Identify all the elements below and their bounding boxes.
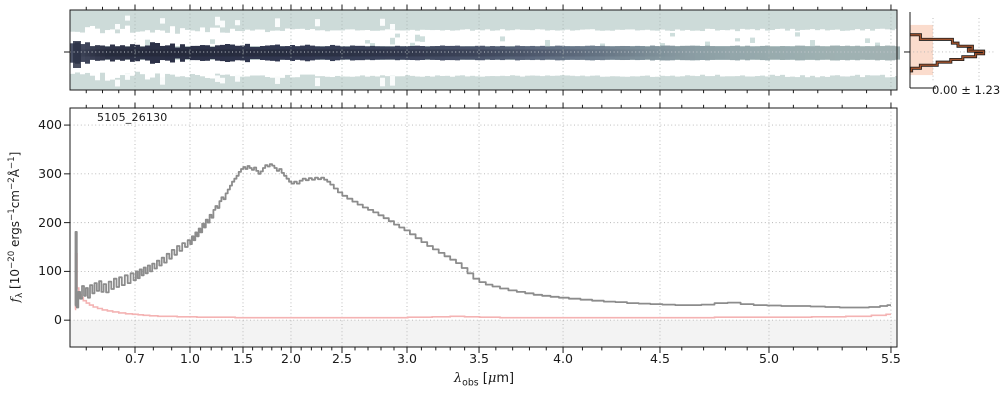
sigma-band — [910, 24, 933, 76]
uncertainty-line — [74, 253, 891, 319]
axis-label-part: λ — [15, 292, 26, 298]
flux-line — [74, 163, 891, 309]
axis-label-part: cm — [7, 190, 22, 209]
y-tick-label: 300 — [38, 165, 62, 181]
histogram-step-line — [910, 34, 985, 72]
axis-label-part: λ — [453, 371, 463, 386]
spec1d-panel — [64, 102, 898, 353]
x-axis-label: λobs [μm] — [454, 371, 514, 389]
axis-label-part: −20 — [6, 250, 17, 270]
spec2d-edge-blob — [73, 41, 81, 68]
histogram-spines — [904, 12, 936, 89]
x-tick-label: 0.7 — [125, 351, 145, 366]
axis-label-part: μ — [487, 371, 497, 386]
x-tick-label: 1.0 — [180, 351, 200, 366]
axis-label-part: −1 — [6, 208, 17, 222]
x-tick-label: 2.5 — [332, 351, 352, 366]
x-tick-label: 3.0 — [397, 351, 417, 366]
x-tick-label: 5.0 — [759, 351, 779, 366]
residual-histogram-panel — [904, 12, 995, 89]
x-tick-label: 5.5 — [881, 351, 901, 366]
y-tick-label: 400 — [38, 117, 62, 133]
x-tick-label: 3.5 — [469, 351, 489, 366]
x-tick-label: 4.0 — [553, 351, 573, 366]
histogram-stats-label: 0.00 ± 1.23 — [932, 83, 1000, 97]
below-zero-band — [70, 320, 897, 347]
x-tick-label: 4.5 — [650, 351, 670, 366]
axis-label-part: f — [7, 297, 22, 303]
x-tick-label: 1.5 — [233, 351, 253, 366]
spec2d-ticks — [64, 4, 892, 96]
axis-label-part: obs — [462, 377, 479, 389]
spec2d-frame — [69, 9, 898, 91]
spec1d-frame — [69, 107, 898, 348]
axis-label-part: −1 — [6, 156, 17, 170]
axis-label-part: m] — [496, 371, 515, 386]
axis-label-part: [ — [478, 371, 488, 386]
x-tick-label: 2.0 — [281, 351, 301, 366]
y-tick-label: 200 — [38, 214, 62, 230]
y-tick-label: 100 — [38, 263, 62, 279]
spec2d-trace-core — [70, 49, 897, 57]
source-id-annotation: 5105_26130 — [97, 111, 168, 124]
axis-label-part: −2 — [6, 177, 17, 190]
spec1d-ticks — [64, 102, 892, 353]
spec2d-panel — [64, 4, 900, 96]
axis-label-part: ] — [7, 151, 22, 157]
y-tick-label: 0 — [54, 312, 62, 328]
